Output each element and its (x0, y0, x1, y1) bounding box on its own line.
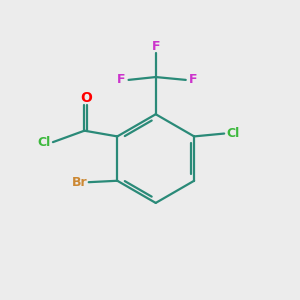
Text: F: F (152, 40, 160, 53)
Text: Br: Br (72, 176, 87, 189)
Text: F: F (117, 74, 126, 86)
Text: F: F (189, 74, 198, 86)
Text: Cl: Cl (227, 127, 240, 140)
Text: Cl: Cl (38, 136, 51, 148)
Text: O: O (80, 91, 92, 105)
